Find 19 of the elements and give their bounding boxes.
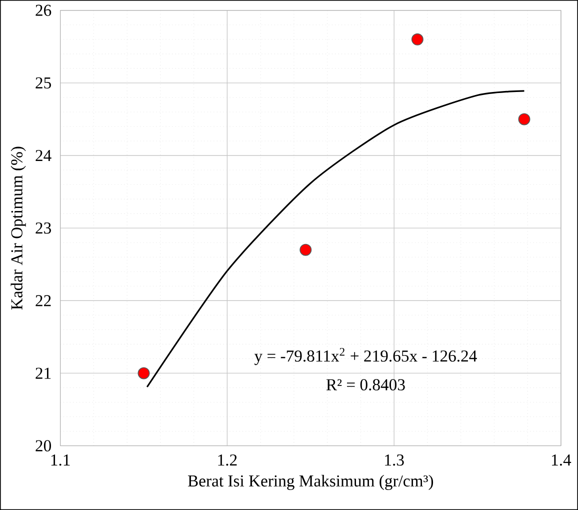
y-tick-label: 20	[36, 440, 51, 452]
y-axis-title: Kadar Air Optimum (%)	[10, 146, 26, 310]
y-tick-label: 23	[36, 222, 51, 234]
y-tick-label: 21	[36, 368, 51, 379]
y-tick-label: 25	[36, 77, 51, 89]
x-tick-label: 1.2	[218, 454, 237, 466]
x-tick-label: 1.3	[385, 454, 404, 466]
x-tick-label: 1.4	[552, 454, 572, 466]
annotation: y = -79.811x$^{2}$ + 219.65x - 126.24	[254, 348, 477, 366]
point	[411, 33, 424, 46]
x-tick-label: 1.1	[51, 454, 70, 466]
y-tick-label: 24	[36, 150, 52, 161]
point	[138, 367, 150, 380]
y-tick-label: 22	[36, 295, 51, 306]
x-axis-title: Berat Isi Kering Maksimum (gr/cm³)	[188, 474, 434, 490]
point	[300, 244, 312, 256]
point	[518, 113, 530, 126]
annotation: R² = 0.8403	[326, 379, 405, 390]
y-tick-label: 26	[36, 4, 52, 16]
